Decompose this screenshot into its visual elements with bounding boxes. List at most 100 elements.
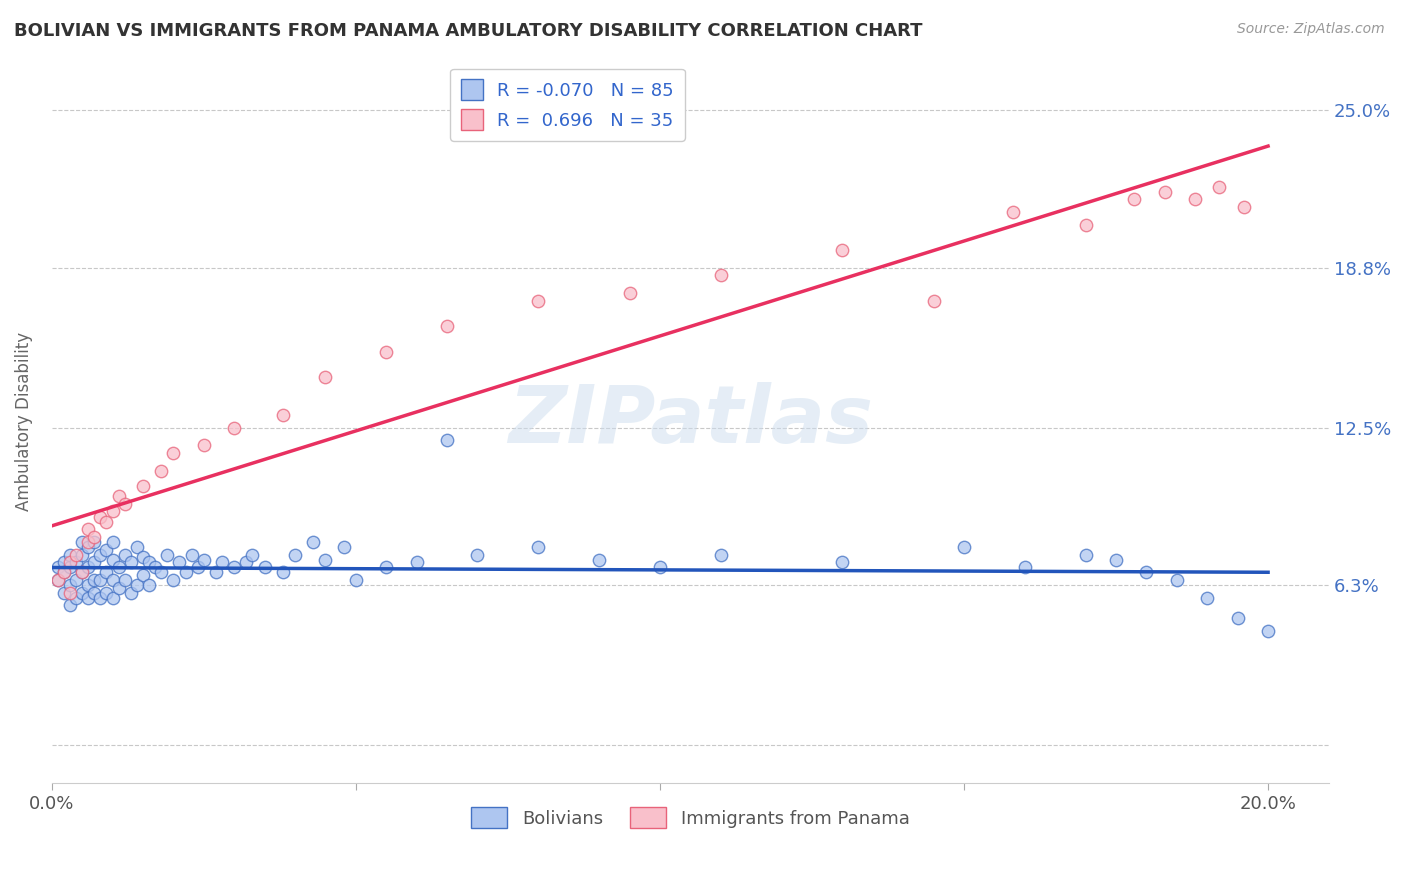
Point <box>143 560 166 574</box>
Point <box>89 548 111 562</box>
Point <box>114 497 136 511</box>
Point <box>83 585 105 599</box>
Point <box>70 535 93 549</box>
Point <box>375 560 398 574</box>
Point <box>314 552 336 566</box>
Point <box>89 573 111 587</box>
Point <box>436 319 458 334</box>
Point <box>193 552 215 566</box>
Point <box>70 548 93 562</box>
Point <box>101 591 124 605</box>
Point <box>1014 560 1036 574</box>
Point <box>302 535 325 549</box>
Point <box>174 566 197 580</box>
Point <box>150 566 173 580</box>
Point <box>344 573 367 587</box>
Point <box>83 530 105 544</box>
Point <box>1001 205 1024 219</box>
Point <box>120 555 142 569</box>
Point <box>132 550 155 565</box>
Point <box>96 515 118 529</box>
Point <box>1184 192 1206 206</box>
Point <box>405 555 427 569</box>
Point <box>253 560 276 574</box>
Point <box>125 578 148 592</box>
Point <box>83 535 105 549</box>
Point <box>224 420 246 434</box>
Point <box>242 548 264 562</box>
Point <box>132 479 155 493</box>
Point <box>46 560 69 574</box>
Point <box>193 438 215 452</box>
Point <box>96 542 118 557</box>
Point <box>1233 200 1256 214</box>
Point <box>77 578 100 592</box>
Point <box>922 293 945 308</box>
Point <box>59 548 82 562</box>
Point <box>162 446 184 460</box>
Point <box>527 293 550 308</box>
Point <box>52 566 75 580</box>
Point <box>1123 192 1146 206</box>
Point <box>65 548 87 562</box>
Legend: Bolivians, Immigrants from Panama: Bolivians, Immigrants from Panama <box>464 800 917 836</box>
Point <box>70 566 93 580</box>
Point <box>52 566 75 580</box>
Point <box>169 555 191 569</box>
Point <box>831 555 853 569</box>
Point <box>101 552 124 566</box>
Point <box>59 599 82 613</box>
Point <box>1197 591 1219 605</box>
Point <box>96 566 118 580</box>
Point <box>59 585 82 599</box>
Point <box>180 548 202 562</box>
Point <box>52 585 75 599</box>
Point <box>114 548 136 562</box>
Point <box>314 370 336 384</box>
Point <box>101 573 124 587</box>
Y-axis label: Ambulatory Disability: Ambulatory Disability <box>15 332 32 511</box>
Point <box>1226 611 1249 625</box>
Point <box>107 581 129 595</box>
Point <box>436 434 458 448</box>
Point <box>235 555 257 569</box>
Point <box>70 566 93 580</box>
Point <box>70 585 93 599</box>
Point <box>211 555 233 569</box>
Point <box>125 540 148 554</box>
Point <box>375 344 398 359</box>
Point <box>1257 624 1279 638</box>
Point <box>77 560 100 574</box>
Point <box>89 509 111 524</box>
Point <box>107 560 129 574</box>
Point <box>77 591 100 605</box>
Point <box>107 489 129 503</box>
Point <box>77 522 100 536</box>
Point <box>59 578 82 592</box>
Point <box>953 540 976 554</box>
Point <box>89 591 111 605</box>
Point <box>271 408 294 422</box>
Point <box>77 540 100 554</box>
Point <box>52 555 75 569</box>
Point <box>83 573 105 587</box>
Text: ZIPatlas: ZIPatlas <box>508 383 873 460</box>
Point <box>46 573 69 587</box>
Point <box>96 585 118 599</box>
Point <box>77 535 100 549</box>
Point <box>132 568 155 582</box>
Point <box>332 540 354 554</box>
Point <box>138 555 160 569</box>
Point <box>710 548 733 562</box>
Point <box>619 286 641 301</box>
Point <box>527 540 550 554</box>
Point <box>1208 179 1230 194</box>
Point <box>65 591 87 605</box>
Point <box>114 573 136 587</box>
Text: BOLIVIAN VS IMMIGRANTS FROM PANAMA AMBULATORY DISABILITY CORRELATION CHART: BOLIVIAN VS IMMIGRANTS FROM PANAMA AMBUL… <box>14 22 922 40</box>
Point <box>59 555 82 569</box>
Point <box>156 548 179 562</box>
Point <box>59 560 82 574</box>
Point <box>588 552 610 566</box>
Point <box>187 560 209 574</box>
